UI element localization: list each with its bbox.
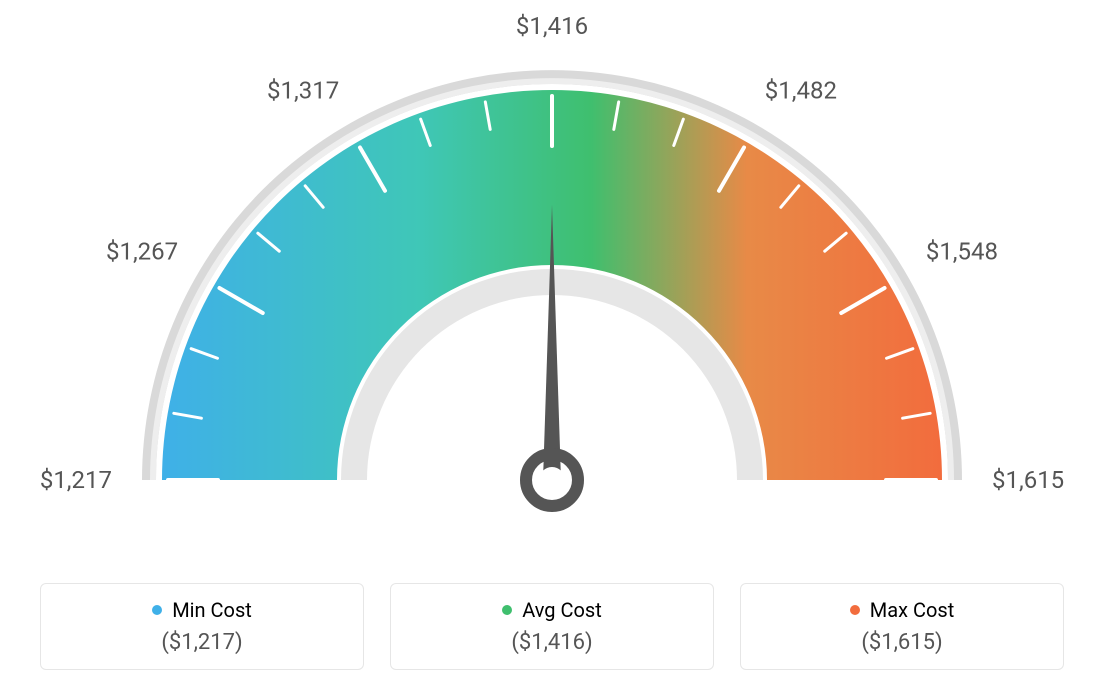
gauge-svg	[102, 10, 1002, 550]
legend-value-avg: ($1,416)	[511, 630, 592, 655]
chart-container: $1,217 $1,267 $1,317 $1,416 $1,482 $1,548 $1,6…	[0, 0, 1104, 690]
gauge-tick-label: $1,615	[992, 466, 1064, 494]
gauge-tick-label: $1,482	[765, 77, 837, 105]
gauge-tick-label: $1,548	[926, 238, 998, 266]
gauge-tick-label: $1,416	[516, 12, 588, 40]
legend-label-avg: Avg Cost	[522, 598, 602, 622]
legend-title-max: Max Cost	[850, 598, 955, 622]
min-dot-icon	[152, 605, 162, 615]
legend-card-min: Min Cost ($1,217)	[40, 583, 364, 670]
legend-value-min: ($1,217)	[161, 630, 242, 655]
legend-card-max: Max Cost ($1,615)	[740, 583, 1064, 670]
legend-value-max: ($1,615)	[861, 630, 942, 655]
legend-title-min: Min Cost	[152, 598, 252, 622]
gauge-tick-label: $1,267	[106, 238, 178, 266]
legend-row: Min Cost ($1,217) Avg Cost ($1,416) Max …	[0, 583, 1104, 670]
legend-label-max: Max Cost	[870, 598, 955, 622]
gauge-tick-label: $1,317	[267, 77, 339, 105]
max-dot-icon	[850, 605, 860, 615]
legend-title-avg: Avg Cost	[502, 598, 602, 622]
avg-dot-icon	[502, 605, 512, 615]
legend-label-min: Min Cost	[172, 598, 252, 622]
gauge-area: $1,217 $1,267 $1,317 $1,416 $1,482 $1,548 $1,6…	[0, 0, 1104, 560]
legend-card-avg: Avg Cost ($1,416)	[390, 583, 714, 670]
gauge-tick-label: $1,217	[40, 466, 112, 494]
